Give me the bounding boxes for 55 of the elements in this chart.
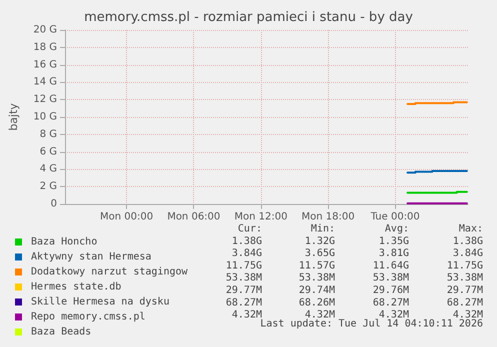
legend-label: Repo memory.cmss.pl	[31, 312, 146, 322]
text: 1.38G	[232, 236, 262, 247]
text: 68.27M	[372, 297, 409, 308]
text: 1.35G	[378, 236, 409, 247]
y-axis-title: bajty	[7, 102, 20, 131]
text: 4.32M	[232, 310, 262, 321]
legend-label: Hermes state.db	[31, 282, 122, 292]
legend-label: Skille Hermesa na dysku	[31, 296, 170, 308]
text: 11.75G	[226, 260, 262, 272]
text: 53.38M	[446, 272, 483, 284]
text: 53.38M	[372, 272, 409, 284]
legend-label: Baza Beads	[31, 326, 92, 338]
text: Last update: Tue Jul 14 04:10:11 2026	[260, 318, 483, 330]
text: 1.32G	[304, 236, 335, 247]
text: 29.74M	[298, 285, 335, 296]
legend-label: Dodatkowy narzut stagingow	[31, 266, 189, 278]
y-tick-label: 4 G	[40, 164, 57, 175]
text: 29.76M	[372, 285, 409, 296]
x-tick-label: Mon 00:00	[100, 212, 154, 222]
text: 1.38G	[452, 236, 483, 247]
text: 68.26M	[298, 297, 335, 308]
text: 29.77M	[226, 285, 262, 296]
text: Cur:	[238, 224, 262, 234]
text: 53.38M	[226, 272, 262, 284]
y-tick-label: 10 G	[33, 112, 57, 122]
text: Max:	[458, 224, 483, 234]
text: 11.64G	[372, 260, 409, 272]
text: 3.84G	[232, 248, 262, 260]
text: 53.38M	[298, 272, 335, 284]
chart-title: memory.cmss.pl - rozmiar pamieci i stanu - by day	[84, 10, 414, 25]
y-tick-label: 20 G	[33, 24, 57, 36]
x-tick-label: Tue 00:00	[370, 212, 420, 222]
x-tick-label: Mon 12:00	[234, 212, 288, 222]
text: 3.81G	[378, 248, 409, 260]
y-tick-label: 6 G	[40, 146, 57, 158]
x-tick-label: Mon 18:00	[302, 212, 355, 222]
text: 29.77M	[446, 285, 483, 296]
text: Min:	[310, 224, 335, 234]
y-tick-label: 16 G	[33, 59, 57, 70]
y-tick-label: 0	[50, 198, 57, 210]
text: Avg:	[384, 224, 409, 234]
text: 68.27M	[226, 297, 262, 308]
y-tick-label: 18 G	[33, 42, 57, 53]
text: 3.65G	[304, 248, 335, 260]
text: 11.75G	[446, 260, 483, 272]
text: 11.57G	[298, 260, 335, 272]
y-tick-label: 12 G	[33, 94, 57, 106]
x-tick-label: Mon 06:00	[167, 212, 220, 222]
y-tick-label: 2 G	[40, 181, 57, 192]
y-tick-label: 8 G	[40, 128, 57, 140]
y-tick-label: 14 G	[33, 76, 57, 88]
text: 68.27M	[446, 297, 483, 308]
legend-label: Baza Honcho	[31, 236, 98, 248]
text: 3.84G	[452, 248, 483, 260]
legend-label: Aktywny stan Hermesa	[31, 252, 152, 262]
